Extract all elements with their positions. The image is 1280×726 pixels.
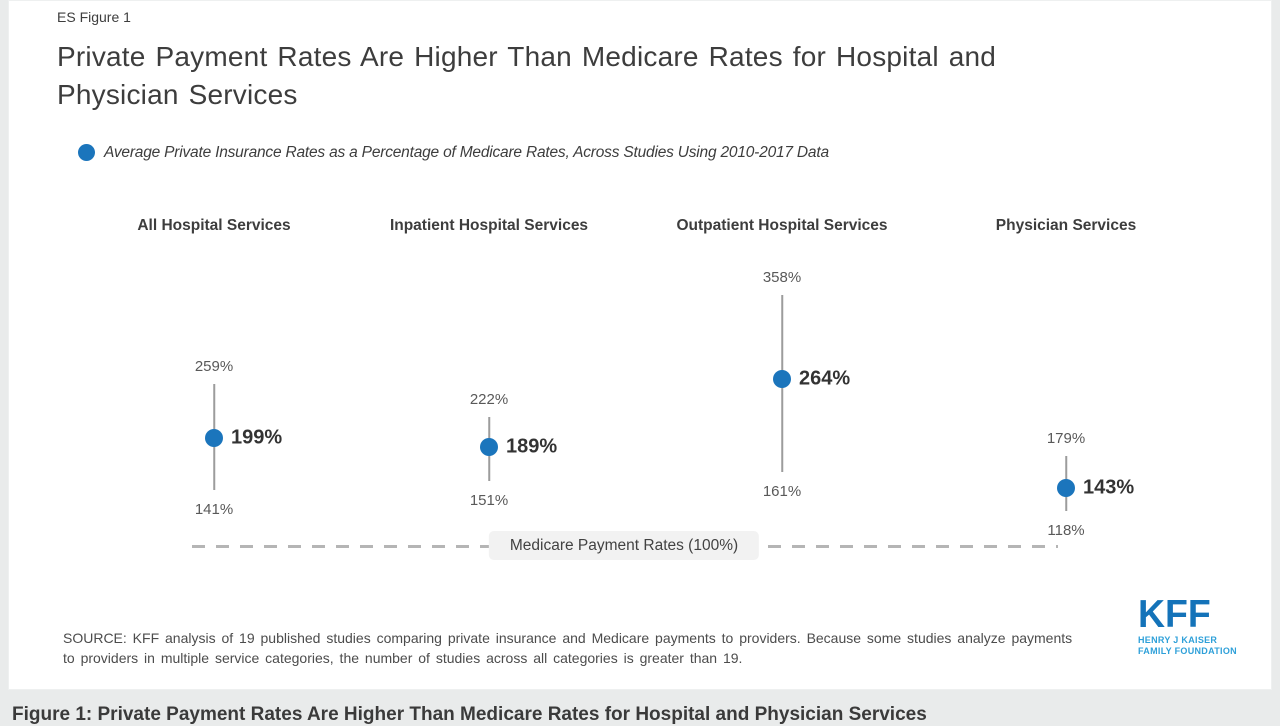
- average-value-label: 199%: [231, 426, 283, 449]
- low-value-label: 118%: [1047, 521, 1085, 539]
- average-dot: [480, 437, 498, 456]
- average-value-label: 143%: [1083, 476, 1135, 499]
- average-dot: [1057, 479, 1075, 498]
- baseline-label-pill: Medicare Payment Rates (100%): [488, 531, 760, 560]
- low-value-label: 151%: [469, 492, 509, 510]
- figure-eyebrow: ES Figure 1: [57, 9, 131, 25]
- high-value-label: 222%: [469, 391, 509, 409]
- kff-logo: KFF HENRY J KAISER FAMILY FOUNDATION: [1138, 593, 1258, 658]
- page-title: Private Payment Rates Are Higher Than Me…: [57, 41, 997, 110]
- legend-label: Average Private Insurance Rates as a Per…: [104, 144, 829, 161]
- average-dot: [205, 428, 223, 447]
- kff-logo-subtitle-line1: HENRY J KAISER: [1138, 635, 1218, 646]
- source-note: SOURCE: KFF analysis of 19 published stu…: [63, 630, 1073, 666]
- low-value-label: 161%: [762, 483, 802, 501]
- figure-card: [8, 0, 1272, 690]
- kff-logo-text: KFF: [1138, 593, 1211, 636]
- high-value-label: 358%: [762, 268, 802, 286]
- low-value-label: 141%: [194, 501, 234, 519]
- figure-caption: Figure 1: Private Payment Rates Are High…: [12, 704, 927, 725]
- high-value-label: 259%: [194, 357, 234, 375]
- average-value-label: 264%: [799, 367, 851, 390]
- average-value-label: 189%: [506, 435, 558, 458]
- kff-logo-subtitle: HENRY J KAISER FAMILY FOUNDATION: [1138, 635, 1258, 658]
- category-label: Outpatient Hospital Services: [676, 217, 888, 234]
- average-dot: [773, 370, 791, 389]
- category-label: Physician Services: [995, 217, 1137, 234]
- legend-dot-icon: [78, 144, 95, 161]
- baseline-label: Medicare Payment Rates (100%): [509, 536, 739, 554]
- high-value-label: 179%: [1046, 429, 1086, 447]
- category-label: Inpatient Hospital Services: [389, 217, 589, 234]
- category-label: All Hospital Services: [137, 217, 291, 234]
- caption-band: Figure 1: Private Payment Rates Are High…: [0, 690, 1280, 725]
- kff-logo-subtitle-line2: FAMILY FOUNDATION: [1138, 646, 1237, 657]
